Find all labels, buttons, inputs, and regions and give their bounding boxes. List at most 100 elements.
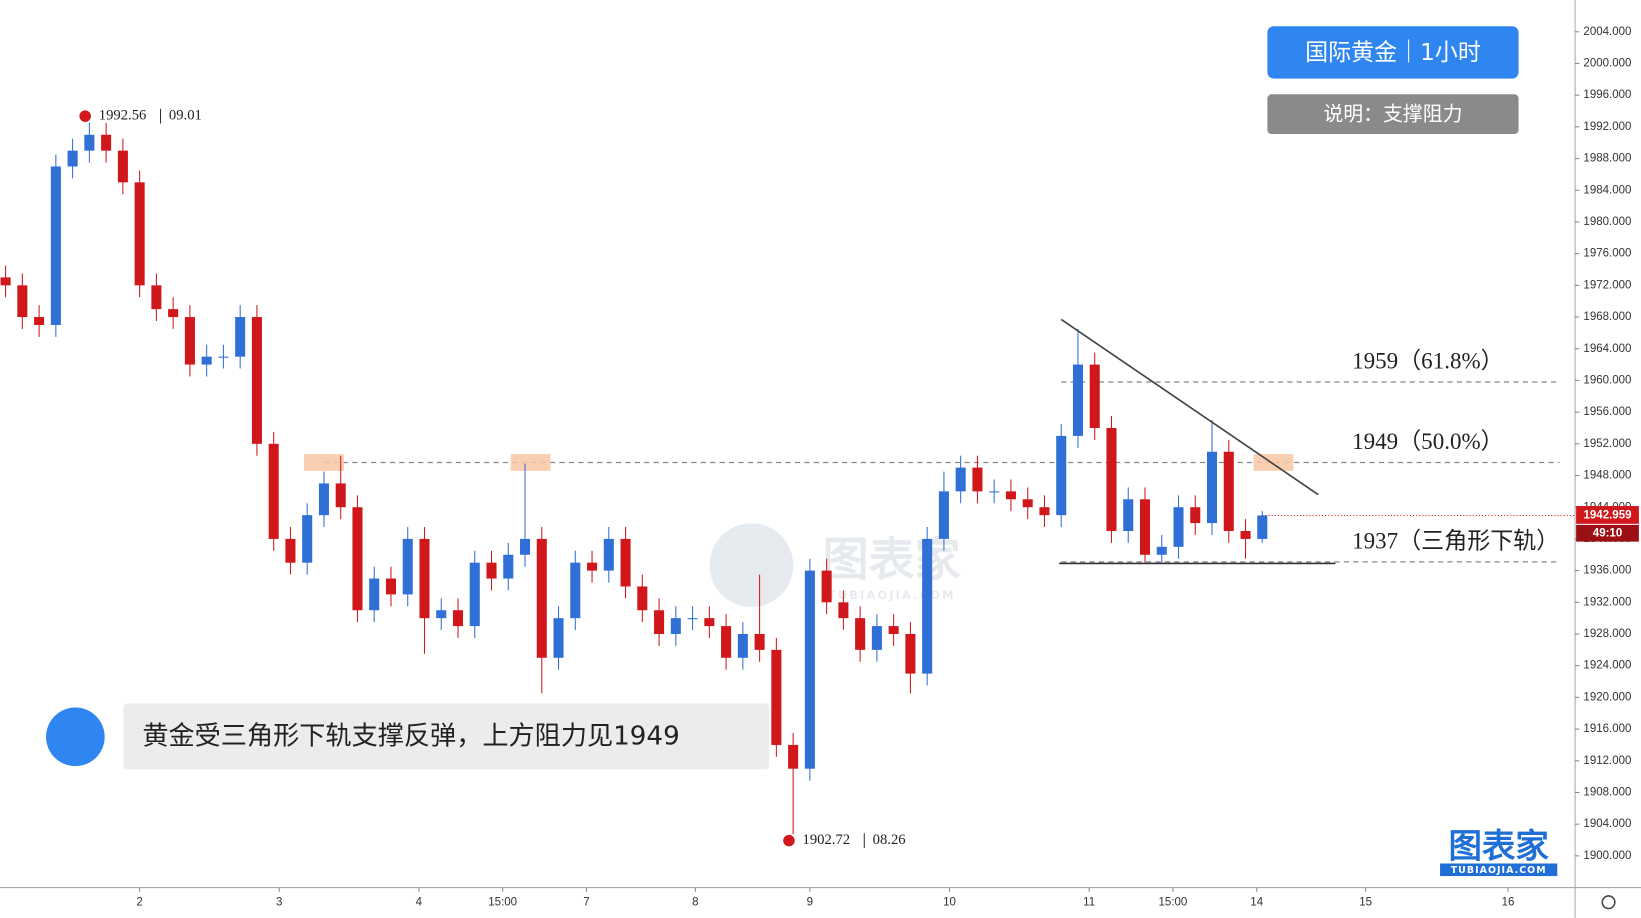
x-tick-label: 2 [136, 896, 142, 908]
x-tick-label: 11 [1083, 896, 1095, 908]
candle-body [603, 538, 614, 571]
logo-bar [1440, 863, 1558, 877]
y-tick-label: 1952.000 [1583, 438, 1631, 450]
timer-tag [1576, 524, 1639, 542]
candle-body [184, 317, 195, 365]
candle-body [587, 562, 598, 571]
candle-body [788, 744, 799, 769]
candle-body [1206, 451, 1218, 524]
resistance-zone [510, 454, 551, 471]
candle-body [1022, 499, 1033, 508]
caption: 黄金受三角形下轨支撑反弹，上方阻力见1949 [142, 721, 679, 751]
candle-body [620, 538, 631, 587]
candle-body [637, 586, 648, 611]
candle-body [972, 467, 983, 492]
candle-body [536, 538, 547, 658]
candle-body [1257, 515, 1268, 539]
candle-body [519, 538, 531, 555]
resistance-zone [304, 454, 344, 471]
candle-body [1240, 530, 1251, 539]
extreme-dot [79, 110, 91, 122]
candle-body [1039, 507, 1050, 516]
candle-body [922, 538, 933, 674]
last-price-tag [1576, 506, 1639, 524]
candle-body [419, 538, 430, 619]
y-tick-label: 1956.000 [1583, 406, 1631, 418]
candle-body [503, 554, 514, 579]
y-tick-label: 1972.000 [1583, 279, 1631, 291]
candle-body [302, 515, 313, 563]
y-tick-label: 2000.000 [1583, 58, 1631, 70]
candle-body [1056, 435, 1067, 516]
y-tick-label: 1920.000 [1583, 691, 1631, 703]
y-tick-label: 1964.000 [1583, 343, 1631, 355]
extreme-date: 08.26 [873, 832, 906, 848]
candle-body [1089, 364, 1100, 428]
candle-body [101, 134, 112, 151]
plot: 1900.000 1904.000 1908.000 1912.000 1916.000… [0, 26, 1639, 908]
y-tick-label: 1912.000 [1583, 755, 1631, 767]
extreme-dot [783, 834, 795, 847]
y-tick-label: 1984.000 [1583, 184, 1631, 196]
x-tick-label: 7 [583, 896, 589, 908]
caption-icon [46, 707, 105, 767]
candle-body [1156, 546, 1167, 555]
level-label: 1959（61.8%） [1352, 347, 1504, 373]
candle-body [452, 610, 464, 627]
candle-body [989, 491, 1000, 493]
level-label: 1949（50.0%） [1352, 428, 1504, 454]
y-tick-label: 1936.000 [1583, 565, 1631, 577]
candle-body [151, 285, 162, 310]
logo-sub: TUBIAOJIA.COM [1451, 865, 1547, 876]
extreme-price: 1992.56 [99, 108, 147, 124]
watermark-sub: TUBIAOJIA.COM [828, 588, 956, 602]
candle-body [1072, 364, 1083, 436]
candle-body [955, 467, 966, 492]
candle-body [1173, 507, 1184, 547]
y-tick-label: 1932.000 [1583, 596, 1631, 608]
watermark: 图表家 TUBIAOJIA.COM [709, 523, 961, 608]
candle-body [1123, 499, 1134, 531]
candle-body [871, 626, 882, 650]
candle-body [168, 309, 179, 318]
badge-box [1267, 26, 1519, 79]
candle-body [17, 285, 28, 318]
y-tick-label: 1904.000 [1583, 818, 1631, 830]
candle-body [469, 562, 480, 627]
candle-body [486, 562, 497, 579]
candle-body [268, 443, 279, 539]
x-tick-label: 9 [807, 896, 813, 908]
candle-body [855, 618, 866, 650]
y-tick-label: 1924.000 [1583, 660, 1631, 672]
y-tick-label: 1992.000 [1583, 121, 1631, 133]
note-box [1267, 94, 1519, 135]
candle-body [134, 182, 145, 286]
x-tick-label: 16 [1502, 896, 1515, 908]
badge: 国际黄金｜1小时 [1305, 40, 1481, 66]
candle-body [1190, 507, 1201, 524]
candle-body [704, 618, 715, 627]
candle-body [50, 166, 61, 325]
x-tick-label: 10 [943, 896, 956, 908]
candle-body [34, 317, 45, 325]
resistance-zone [1253, 454, 1294, 471]
candle-body [335, 483, 346, 508]
candle-body [938, 491, 949, 539]
trendline [1060, 318, 1319, 496]
candle-body [67, 150, 78, 167]
candle-body [1005, 491, 1016, 500]
timer-label: 49:10 [1593, 527, 1622, 539]
y-tick-label: 1968.000 [1583, 311, 1631, 323]
candle-body [318, 483, 329, 516]
candle-body [1106, 427, 1117, 531]
y-tick-label: 1980.000 [1583, 216, 1631, 228]
candle-body [553, 618, 564, 658]
candle-body [117, 150, 128, 183]
x-tick-label: 3 [276, 896, 282, 908]
last-price-label: 1942.959 [1584, 510, 1632, 522]
candle-body [1223, 451, 1234, 531]
y-tick-label: 1948.000 [1583, 470, 1631, 482]
settings-icon[interactable] [1601, 895, 1616, 910]
candle-body [654, 610, 665, 634]
candle-body [436, 610, 447, 619]
